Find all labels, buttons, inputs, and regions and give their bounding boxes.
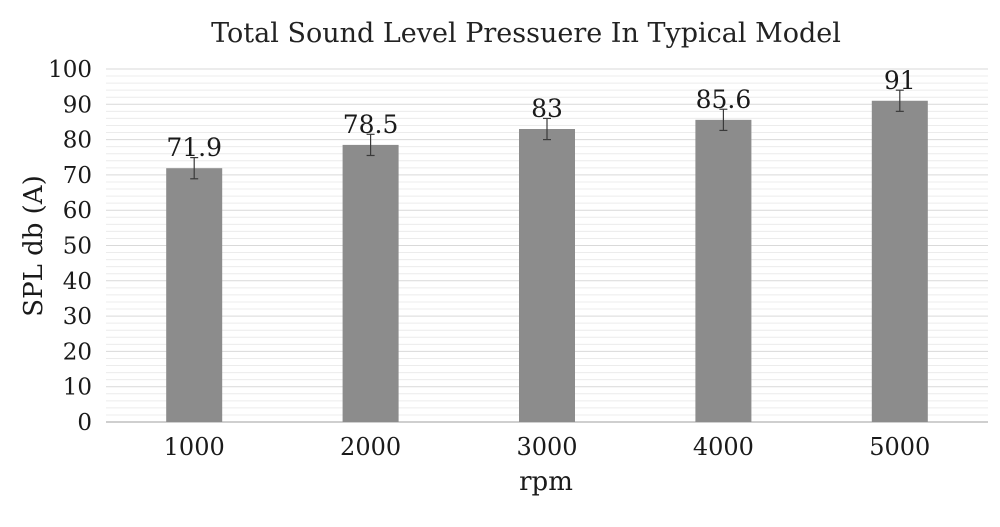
bars bbox=[166, 100, 928, 423]
bar-5000 bbox=[871, 100, 928, 423]
y-tick-label: 0 bbox=[77, 410, 92, 436]
y-tick-label: 30 bbox=[63, 304, 92, 330]
y-tick-label: 60 bbox=[63, 198, 92, 224]
bar-3000 bbox=[519, 129, 575, 422]
y-tick-label: 80 bbox=[63, 128, 92, 154]
data-labels: 71.9 78.5 83 85.6 91 bbox=[166, 66, 915, 162]
data-label: 91 bbox=[884, 66, 916, 95]
y-axis-title: SPL db (A) bbox=[19, 175, 49, 316]
y-axis-ticks: 0 10 20 30 40 50 60 70 80 90 100 bbox=[48, 57, 92, 436]
data-label: 83 bbox=[531, 94, 563, 123]
error-bars bbox=[190, 89, 904, 180]
y-tick-label: 40 bbox=[63, 269, 92, 295]
data-label: 85.6 bbox=[696, 85, 752, 114]
bar-1000 bbox=[166, 168, 223, 422]
y-tick-label: 90 bbox=[63, 92, 92, 118]
y-tick-label: 70 bbox=[63, 163, 92, 189]
y-tick-label: 10 bbox=[63, 375, 92, 401]
x-tick-label: 5000 bbox=[869, 433, 930, 461]
x-tick-label: 4000 bbox=[693, 433, 754, 461]
x-axis-title: rpm bbox=[519, 467, 573, 497]
x-tick-label: 1000 bbox=[164, 433, 225, 461]
bar-4000 bbox=[695, 119, 752, 422]
data-label: 71.9 bbox=[166, 133, 222, 162]
x-tick-label: 2000 bbox=[340, 433, 401, 461]
x-axis-ticks: 1000 2000 3000 4000 5000 bbox=[164, 433, 931, 461]
bar-2000 bbox=[342, 144, 399, 422]
y-tick-label: 50 bbox=[63, 234, 92, 260]
chart-title: Total Sound Level Pressuere In Typical M… bbox=[211, 18, 841, 49]
y-tick-label: 20 bbox=[63, 339, 92, 365]
y-tick-label: 100 bbox=[48, 57, 92, 83]
data-label: 78.5 bbox=[343, 110, 399, 139]
x-tick-label: 3000 bbox=[516, 433, 577, 461]
